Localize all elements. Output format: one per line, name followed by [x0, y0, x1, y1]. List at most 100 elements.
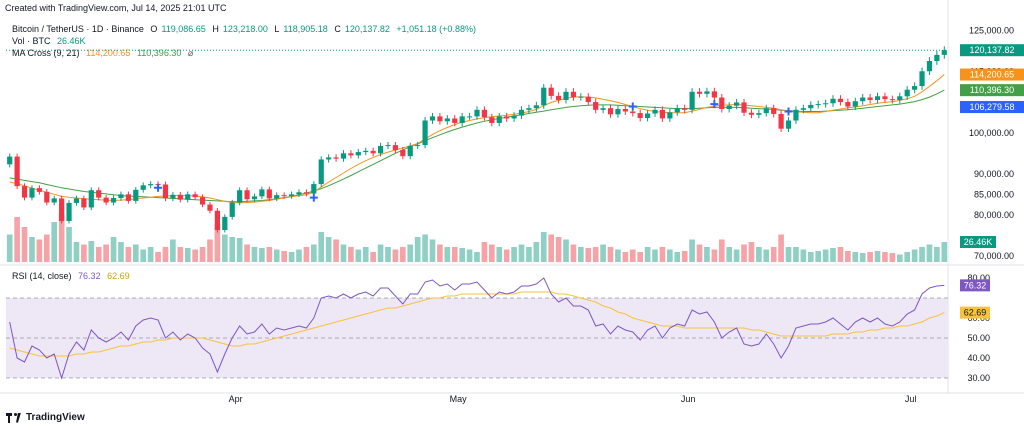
candle-body [14, 156, 20, 187]
volume-bar [652, 249, 658, 262]
candle-body [296, 192, 302, 195]
volume-bar [392, 249, 399, 262]
volume-bar [481, 242, 488, 262]
high-label: H [212, 24, 219, 34]
symbol-name[interactable]: Bitcoin / TetherUS · 1D · Binance [12, 24, 144, 34]
ma-cross-marker [784, 107, 793, 116]
volume-bar [459, 248, 465, 262]
candle-body [645, 113, 651, 119]
candle-body [815, 104, 821, 106]
candle-body [808, 104, 814, 109]
rsi-label-box [960, 306, 990, 319]
volume-bar [29, 237, 35, 262]
volume-bar [674, 252, 681, 262]
candle-body [177, 194, 183, 200]
volume-bar [800, 249, 807, 262]
candle-body [452, 118, 458, 123]
volume-bar [874, 251, 881, 262]
candle-body [400, 150, 406, 157]
volume-bar [43, 234, 50, 262]
candle-body [474, 109, 480, 117]
volume-bar [414, 237, 421, 262]
volume-bar [941, 242, 948, 262]
volume-bar [362, 247, 369, 262]
candle-body [303, 192, 309, 194]
candle-body [81, 198, 87, 208]
candle-body [711, 91, 717, 98]
volume-bar [711, 249, 718, 262]
ma-label[interactable]: MA Cross (9, 21) [12, 48, 80, 58]
candle-body [125, 194, 131, 201]
candle-body [185, 194, 191, 200]
volume-bar [162, 247, 169, 262]
volume-bar [718, 239, 725, 262]
volume-bar [36, 239, 43, 262]
candle-body [110, 198, 117, 203]
rsi-label[interactable]: RSI (14, close) [12, 271, 72, 281]
volume-bar [6, 234, 13, 262]
volume-bar [770, 247, 777, 262]
price-label-text: 120,137.82 [969, 45, 1014, 55]
volume-bar [125, 247, 132, 262]
candle-body [318, 159, 324, 185]
candle-body [867, 97, 873, 100]
candle-body [912, 86, 918, 90]
volume-bar [355, 249, 362, 262]
volume-bar [919, 247, 925, 262]
ma-slow-value: 110,396.30 [136, 48, 182, 58]
volume-bar [73, 242, 80, 262]
candle-body [600, 108, 606, 110]
candle-body [837, 98, 844, 103]
volume-bar [807, 252, 814, 262]
candle-body [771, 108, 777, 114]
candle-body [415, 145, 421, 147]
candle-body [622, 109, 628, 112]
volume-bar [170, 239, 176, 262]
candle-body [192, 194, 198, 198]
volume-bar [763, 249, 770, 262]
volume-bar [214, 224, 221, 262]
volume-bar [778, 234, 784, 262]
volume-bar [511, 247, 517, 262]
volume-bar [548, 234, 554, 262]
volume-bar [110, 237, 117, 262]
volume-bar [333, 239, 339, 262]
candle-body [637, 113, 643, 119]
volume-bar [644, 247, 651, 262]
volume-bar [882, 252, 888, 262]
candle-body [466, 116, 473, 118]
rsi-tick-label: 40.00 [967, 353, 990, 363]
rsi-label-box [960, 279, 990, 292]
volume-bar [889, 253, 896, 262]
candle-body [266, 189, 272, 199]
volume-bar [934, 247, 940, 262]
volume-bar [311, 244, 317, 262]
volume-label[interactable]: Vol · BTC [12, 36, 51, 46]
candle-body [459, 116, 465, 123]
candle-body [800, 108, 806, 110]
rsi-value: 76.32 [78, 271, 101, 281]
volume-bar [592, 247, 599, 262]
ma-fast-value: 114,200.65 [86, 48, 131, 58]
candle-body [904, 89, 910, 97]
created-caption: Created with TradingView.com, Jul 14, 20… [5, 3, 227, 13]
volume-bar [637, 252, 643, 262]
candle-body [882, 96, 888, 100]
volume-bar [526, 247, 532, 262]
candle-body [860, 97, 866, 102]
candle-body [889, 99, 895, 101]
candle-body [333, 157, 339, 159]
candle-body [36, 188, 42, 192]
close-label: C [334, 24, 341, 34]
volume-bar [259, 248, 265, 262]
candle-body [7, 156, 13, 165]
candle-body [823, 103, 829, 105]
candle-body [88, 190, 94, 208]
candle-body [630, 111, 636, 114]
candle-body [259, 189, 265, 197]
rsi-tick-label: 30.00 [967, 373, 990, 383]
eye-off-icon[interactable]: ⌀ [187, 48, 194, 58]
volume-bar [95, 247, 102, 262]
rsi-tick-label: 50.00 [967, 333, 990, 343]
